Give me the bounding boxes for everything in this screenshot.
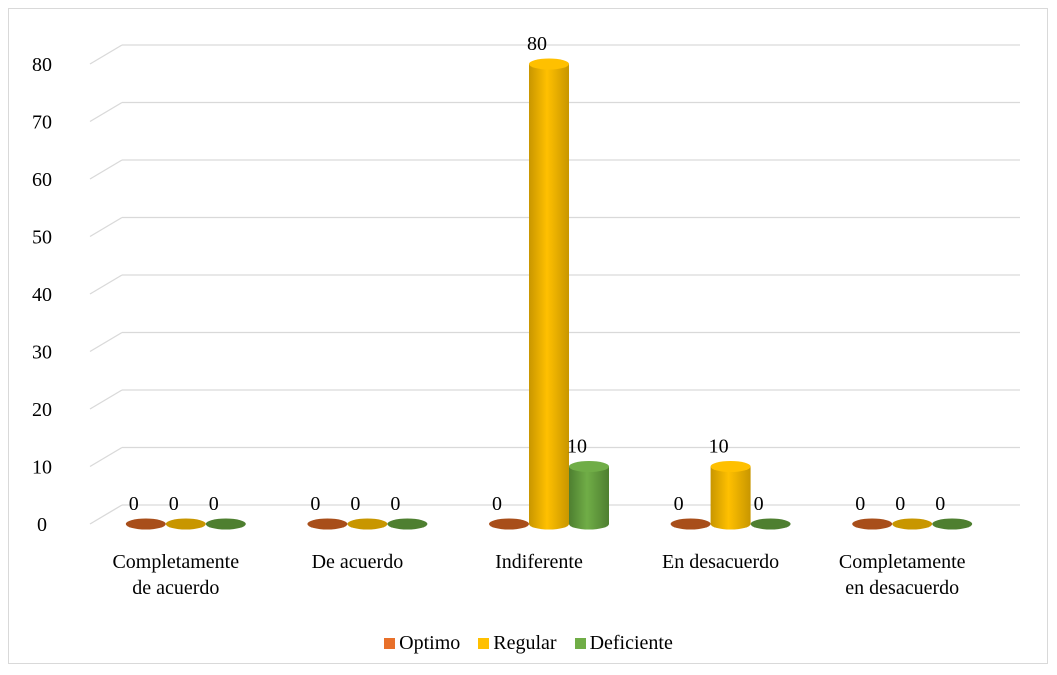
data-label-regular-3: 10 [709, 436, 729, 458]
data-label-optimo-0: 0 [129, 493, 139, 515]
x-tick-label: De acuerdo [312, 551, 404, 573]
y-tick-label: 0 [37, 514, 47, 536]
legend-item-optimo: Optimo [384, 632, 460, 655]
gridline-side-4 [89, 274, 123, 295]
legend-item-deficiente: Deficiente [574, 632, 673, 655]
y-tick-label: 20 [32, 399, 52, 421]
data-label-deficiente-4: 0 [935, 493, 945, 515]
chart-frame [8, 8, 1048, 664]
gridline-side-0 [89, 504, 123, 525]
data-label-optimo-1: 0 [310, 493, 320, 515]
x-tick-label: En desacuerdo [662, 551, 779, 573]
bar-top-regular-3 [710, 461, 751, 472]
y-tick-label: 70 [32, 112, 52, 134]
gridline-side-6 [89, 159, 123, 180]
legend-label-optimo: Optimo [399, 632, 461, 654]
bar-top-optimo-0 [125, 518, 166, 530]
gridline-side-8 [89, 44, 123, 65]
legend-swatch-optimo [384, 638, 396, 649]
legend-label-deficiente: Deficiente [589, 632, 673, 654]
gridline-side-7 [89, 101, 123, 123]
legend-swatch-deficiente [574, 638, 586, 649]
x-tick-label: Indiferente [495, 551, 583, 573]
gridline-side-1 [89, 446, 123, 468]
bar-top-optimo-1 [307, 518, 348, 530]
bar-top-regular-1 [347, 518, 388, 530]
gridline-side-5 [89, 216, 123, 238]
chart-legend: Optimo Regular Deficiente [0, 632, 1057, 655]
x-tick-label: Completamente [839, 551, 966, 573]
data-label-deficiente-0: 0 [209, 493, 219, 515]
bar-deficiente-2 [569, 466, 609, 530]
bar-top-deficiente-3 [750, 518, 791, 530]
legend-label-regular: Regular [493, 632, 557, 654]
data-label-deficiente-3: 0 [754, 493, 764, 515]
x-tick-label: de acuerdo [132, 577, 219, 599]
data-label-optimo-4: 0 [855, 493, 865, 515]
data-label-regular-1: 0 [350, 493, 360, 515]
bar-top-deficiente-2 [569, 461, 609, 472]
legend-item-regular: Regular [478, 632, 557, 655]
y-tick-label: 30 [32, 342, 52, 364]
x-tick-label: en desacuerdo [845, 577, 959, 599]
data-label-deficiente-2: 10 [567, 436, 587, 458]
bar-top-deficiente-4 [932, 518, 973, 530]
bar-top-deficiente-1 [387, 518, 428, 530]
bar-top-regular-2 [529, 58, 569, 70]
y-tick-label: 40 [32, 284, 52, 306]
bar-regular-2 [529, 64, 569, 530]
y-tick-label: 80 [32, 54, 52, 76]
data-label-optimo-2: 0 [492, 493, 502, 515]
bar-top-deficiente-0 [205, 518, 246, 530]
y-tick-label: 60 [32, 169, 52, 191]
legend-swatch-regular [478, 638, 490, 649]
bar-top-optimo-2 [489, 518, 529, 530]
x-tick-label: Completamente [112, 551, 239, 573]
bar-top-regular-0 [165, 518, 206, 530]
bar-top-regular-4 [892, 518, 933, 530]
y-tick-label: 10 [32, 457, 52, 479]
data-label-deficiente-1: 0 [390, 493, 400, 515]
y-tick-label: 50 [32, 227, 52, 249]
gridline-side-3 [89, 331, 123, 353]
data-label-optimo-3: 0 [674, 493, 684, 515]
bar-regular-3 [710, 466, 751, 530]
bar-top-optimo-3 [670, 518, 711, 530]
data-label-regular-4: 0 [895, 493, 905, 515]
data-label-regular-2: 80 [527, 33, 547, 55]
bar-top-optimo-4 [852, 518, 893, 530]
gridline-side-2 [89, 389, 123, 410]
data-label-regular-0: 0 [169, 493, 179, 515]
